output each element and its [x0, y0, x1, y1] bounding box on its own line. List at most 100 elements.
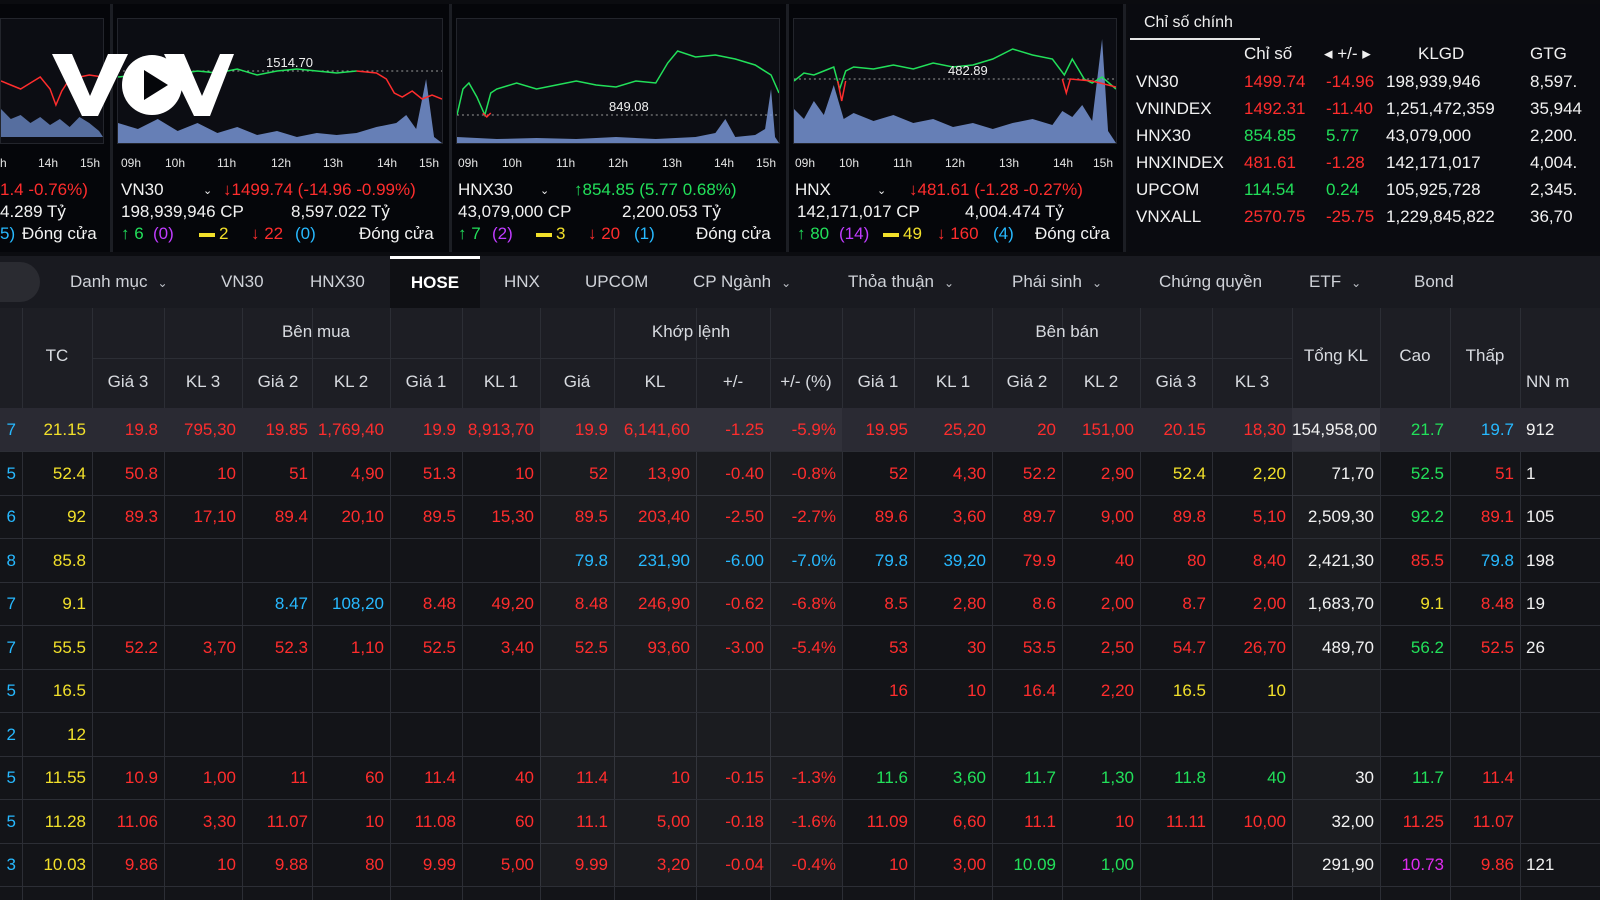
index-row[interactable]: VNXALL 2570.75 -25.75 1,229,845,822 36,70	[1128, 203, 1600, 230]
index-row[interactable]: HNX30 854.85 5.77 43,079,000 2,200.	[1128, 122, 1600, 149]
column-header[interactable]: KL	[644, 372, 666, 391]
table-cell: 8.47	[274, 594, 308, 613]
index-row[interactable]: UPCOM 114.54 0.24 105,925,728 2,345.	[1128, 176, 1600, 203]
tab-hose[interactable]: HOSE	[390, 256, 480, 311]
row-divider	[0, 755, 1600, 757]
column-header[interactable]: NN m	[1526, 372, 1570, 391]
tab-bond[interactable]: Bond	[1414, 256, 1454, 308]
tab-hnx[interactable]: HNX	[504, 256, 540, 308]
tab-label: CP Ngành	[693, 272, 772, 291]
column-header[interactable]: KL 2	[1083, 372, 1119, 391]
column-header[interactable]: KL 2	[333, 372, 369, 391]
tab-vn30[interactable]: VN30	[221, 256, 264, 308]
table-cell: 8,40	[1252, 550, 1286, 570]
row-divider	[0, 799, 1600, 800]
tab-label: HOSE	[410, 273, 460, 292]
column-header[interactable]: Giá 3	[107, 372, 149, 391]
index-panel-hnx30[interactable]: 849.08 09h 10h 11h 12h 13h 14h 15h HNX30…	[452, 4, 789, 252]
table-cell: 10	[889, 855, 908, 874]
column-header[interactable]: KL 3	[1234, 372, 1270, 391]
column-divider	[1450, 308, 1451, 900]
table-row[interactable]: 8 85.8 79.8 231,90 -6.00 -7.0% 79.8 39,20 79.9 40…	[0, 539, 1600, 583]
column-divider	[1292, 308, 1293, 900]
table-cell: 19	[1526, 594, 1545, 613]
index-trade-value: 36,70	[1530, 207, 1573, 226]
index-name: VN30	[121, 180, 164, 199]
col-header-change[interactable]: ◂ +/- ▸	[1324, 44, 1371, 63]
tab-upcom[interactable]: UPCOM	[585, 256, 648, 308]
table-row[interactable]: 2 12	[0, 713, 1600, 757]
table-row[interactable]: 7 9.1 8.47 108,20 8.48 49,20 8.48 246,90 -0.62 -6…	[0, 582, 1600, 626]
table-row[interactable]: 5 52.4 50.8 10 51 4,90 51.3 10 52 13,90 -0.40 -0.8%…	[0, 452, 1600, 496]
table-cell: 11.4	[540, 756, 614, 799]
index-panel-hnx[interactable]: 482.89 09h 10h 11h 12h 13h 14h 15h HNX ⌄…	[789, 4, 1126, 252]
ceiling-count: (0)	[153, 224, 174, 243]
chevron-down-icon[interactable]: ⌄	[877, 185, 887, 197]
index-panel-vn30[interactable]: 1514.70 09h 10h 11h 12h 13h 14h 15h VN30…	[113, 4, 452, 252]
table-cell: -6.00	[696, 539, 770, 582]
table-cell	[92, 582, 164, 625]
table-cell: 2	[6, 724, 16, 744]
column-header[interactable]: Giá	[563, 372, 591, 391]
tab-hnx30[interactable]: HNX30	[310, 256, 365, 308]
table-cell: 13,90	[614, 452, 696, 495]
tab-chung-quyen[interactable]: Chứng quyền	[1159, 256, 1262, 308]
chevron-down-icon[interactable]: ⌄	[203, 185, 213, 197]
chevron-down-icon[interactable]: ⌄	[540, 185, 550, 197]
table-row[interactable]: 5 16.5 16 10 16.4 2,20 16.5 10	[0, 669, 1600, 713]
tab-danh-muc[interactable]: Danh mục ⌄	[70, 256, 168, 308]
tab-cp-nganh[interactable]: CP Ngành ⌄	[693, 256, 791, 308]
table-cell	[462, 669, 540, 712]
table-cell	[390, 669, 462, 712]
table-cell	[614, 669, 696, 712]
table-cell: 11.06	[116, 811, 158, 831]
table-row[interactable]: 3 10.03 9.86 10 9.88 80 9.99 5,00 9.99 3,20 -0.04-…	[0, 843, 1600, 887]
table-row[interactable]: 7 55.5 52.2 3,70 52.3 1,10 52.5 3,40 52.5 93,60 -3…	[0, 626, 1600, 670]
column-header[interactable]: Tổng KL	[1303, 346, 1369, 365]
column-divider	[842, 308, 843, 900]
column-header[interactable]: TC	[45, 346, 69, 365]
column-divider	[1212, 308, 1213, 900]
table-cell	[164, 539, 242, 582]
table-cell: 2,50	[1100, 637, 1134, 657]
table-row[interactable]: 6 92 89.3 17,10 89.4 20,10 89.5 15,30 89.5 203,40…	[0, 495, 1600, 539]
column-header[interactable]: KL 1	[935, 372, 971, 391]
column-header[interactable]: Giá 2	[257, 372, 299, 391]
search-pill[interactable]	[0, 262, 40, 302]
column-header[interactable]: +/- (%)	[780, 372, 832, 391]
table-cell	[242, 539, 314, 582]
index-row[interactable]: VN30 1499.74 -14.96 198,939,946 8,597.	[1128, 68, 1600, 95]
column-header[interactable]: Giá 1	[405, 372, 447, 391]
table-cell: 2,421,30	[1292, 539, 1380, 582]
table-cell: 11.25	[1402, 811, 1444, 831]
tab-main-indices[interactable]: Chỉ số chính	[1130, 8, 1260, 40]
tab-phai-sinh[interactable]: Phái sinh ⌄	[1012, 256, 1102, 308]
column-header[interactable]: KL 3	[185, 372, 221, 391]
index-panel-partial[interactable]: h 14h 15h 1.4 -0.76%) 4.289 Tỷ 5) Đóng c…	[0, 4, 113, 252]
table-row[interactable]: 7 21.15 19.8 795,30 19.85 1,769,40 19.9 8,913,7…	[0, 408, 1600, 452]
table-cell: 3,60	[952, 768, 986, 787]
column-header[interactable]: Giá 1	[857, 372, 899, 391]
tab-etf[interactable]: ETF ⌄	[1309, 256, 1361, 308]
index-row[interactable]: VNINDEX 1492.31 -11.40 1,251,472,359 35,944	[1128, 95, 1600, 122]
table-cell: 52	[889, 463, 908, 483]
table-cell: -3.00	[696, 626, 770, 669]
table-cell: 32,00	[1292, 800, 1380, 843]
column-divider	[540, 308, 541, 900]
column-header[interactable]: Giá 3	[1155, 372, 1197, 391]
tab-thoa-thuan[interactable]: Thỏa thuận ⌄	[848, 256, 954, 308]
table-cell: 8.48	[1480, 594, 1514, 613]
table-cell: 89.3	[124, 507, 158, 526]
table-row[interactable]: 5 11.28 11.06 3,30 11.07 10 11.08 60 11.1 5,00 -0.…	[0, 800, 1600, 844]
column-header[interactable]: Cao	[1399, 346, 1431, 365]
table-cell: 52.2	[124, 637, 158, 657]
column-header[interactable]: Thấp	[1465, 346, 1505, 365]
table-cell: 10	[217, 463, 236, 483]
index-trade-value: 4,004.	[1530, 153, 1578, 172]
table-cell: -5.9%	[770, 408, 842, 451]
column-header[interactable]: +/-	[722, 372, 744, 391]
table-row[interactable]: 5 11.55 10.9 1,00 11 60 11.4 40 11.4 10 -0.15 -1.3%…	[0, 756, 1600, 800]
column-header[interactable]: KL 1	[483, 372, 519, 391]
index-row[interactable]: HNXINDEX 481.61 -1.28 142,171,017 4,004.	[1128, 149, 1600, 176]
column-header[interactable]: Giá 2	[1006, 372, 1048, 391]
